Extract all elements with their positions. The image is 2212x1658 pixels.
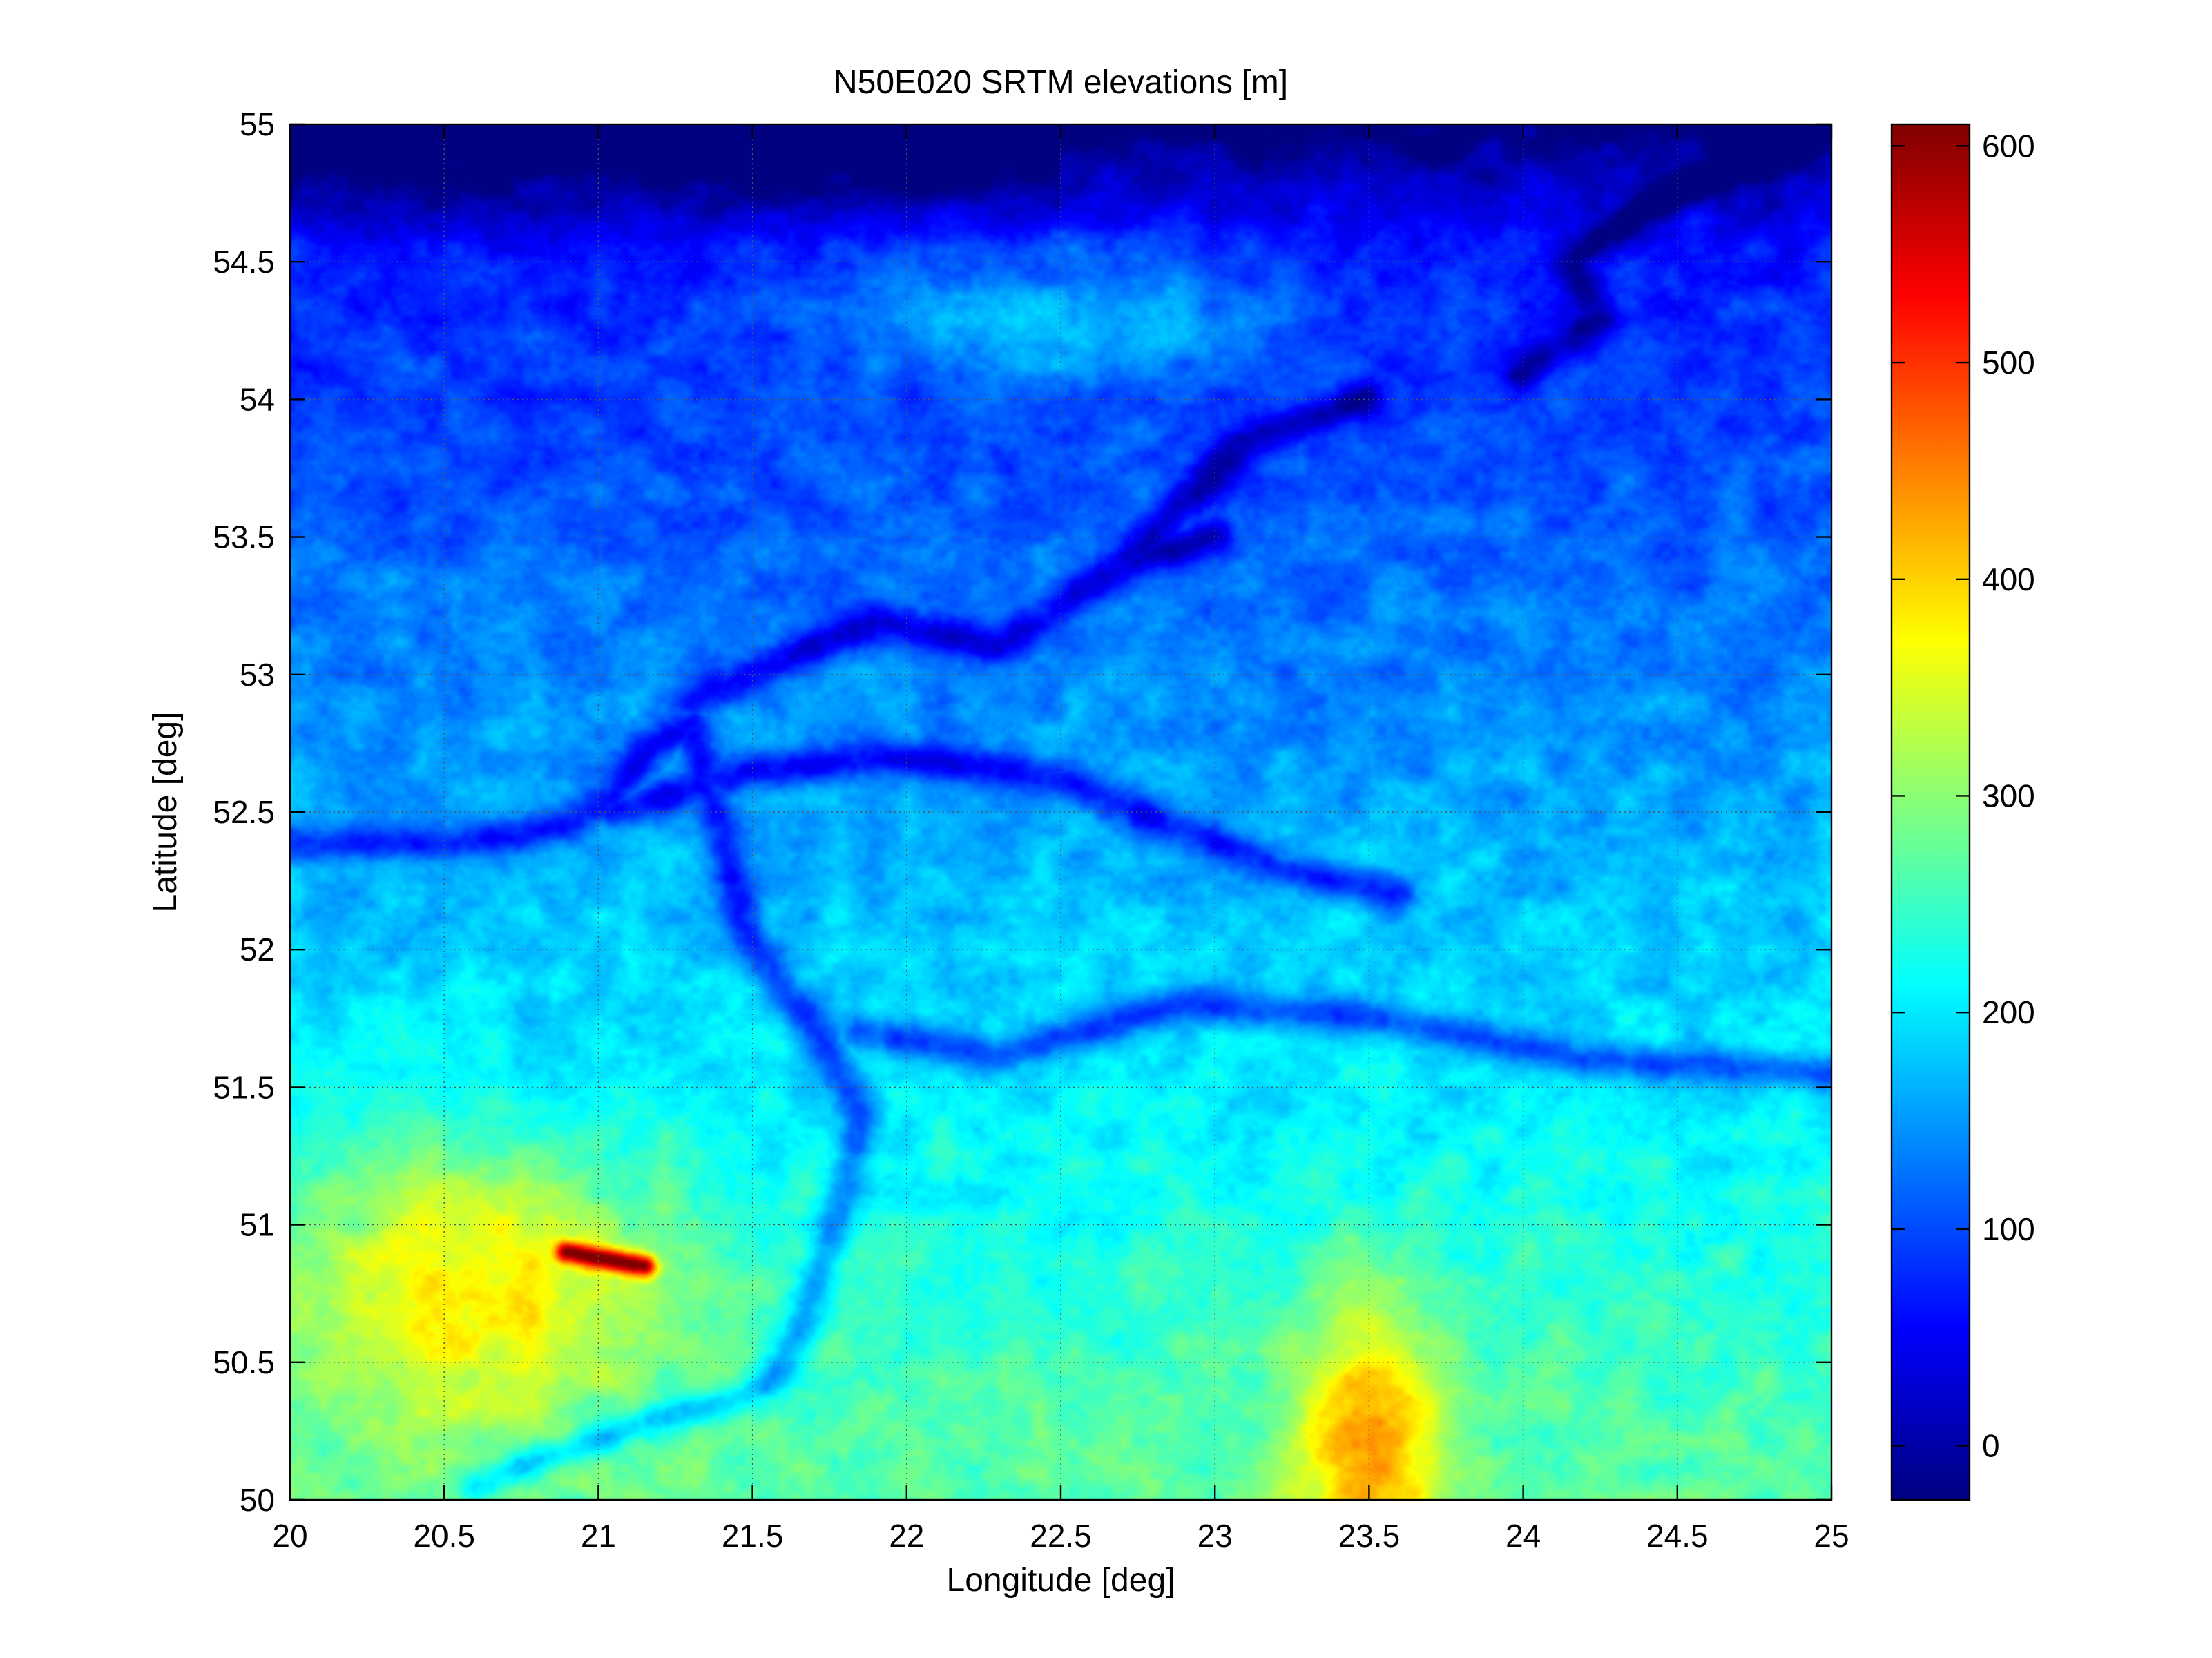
y-tick-label: 52 <box>240 932 275 967</box>
colorbar-tick-label: 300 <box>1982 778 2035 813</box>
x-tick-label: 23 <box>1198 1518 1233 1554</box>
colorbar-ticks: 0 100 200 300 400 500 600 <box>1892 128 2035 1464</box>
colorbar-scale <box>1892 124 1970 1500</box>
chart-title: N50E020 SRTM elevations [m] <box>834 64 1288 101</box>
x-tick-label: 21 <box>581 1518 616 1554</box>
y-tick-label: 53.5 <box>213 519 275 555</box>
y-tick-label: 54 <box>240 381 275 417</box>
x-axis-label: Longitude [deg] <box>947 1562 1175 1599</box>
x-tick-label: 23.5 <box>1338 1518 1401 1554</box>
y-tick-label: 50 <box>240 1482 275 1518</box>
x-tick-label: 24.5 <box>1646 1518 1709 1554</box>
y-tick-label: 54.5 <box>213 244 275 280</box>
colorbar-tick-label: 500 <box>1982 345 2035 380</box>
y-tick-label: 51.5 <box>213 1069 275 1105</box>
x-tick-label: 21.5 <box>722 1518 784 1554</box>
y-axis-label: Latitude [deg] <box>147 712 184 913</box>
colorbar-tick-label: 600 <box>1982 128 2035 164</box>
y-tick-label: 55 <box>240 106 275 142</box>
x-tick-label: 25 <box>1814 1518 1849 1554</box>
y-tick-label: 52.5 <box>213 794 275 830</box>
colorbar-tick-label: 200 <box>1982 994 2035 1030</box>
colorbar-tick-label: 100 <box>1982 1211 2035 1247</box>
x-tick-label: 20.5 <box>413 1518 475 1554</box>
y-tick-label: 53 <box>240 657 275 693</box>
x-tick-label: 24 <box>1506 1518 1541 1554</box>
y-tick-label: 50.5 <box>213 1344 275 1380</box>
colorbar-frame <box>1890 123 1971 1501</box>
colorbar-tick-label: 400 <box>1982 561 2035 597</box>
y-axis: 50 50.5 51 51.5 52 52.5 53 53.5 54 54.5 55 <box>213 106 1831 1518</box>
x-tick-label: 22 <box>889 1518 924 1554</box>
colorbar: 0 100 200 300 400 500 600 <box>1890 123 2035 1501</box>
x-tick-label: 20 <box>272 1518 307 1554</box>
colorbar-tick-label: 0 <box>1982 1428 2000 1464</box>
y-tick-label: 51 <box>240 1207 275 1243</box>
x-tick-label: 22.5 <box>1030 1518 1092 1554</box>
x-axis: 20 20.5 21 21.5 22 22.5 23 23.5 24 24.5 25 <box>272 124 1849 1554</box>
grid-lines <box>290 124 1831 1500</box>
